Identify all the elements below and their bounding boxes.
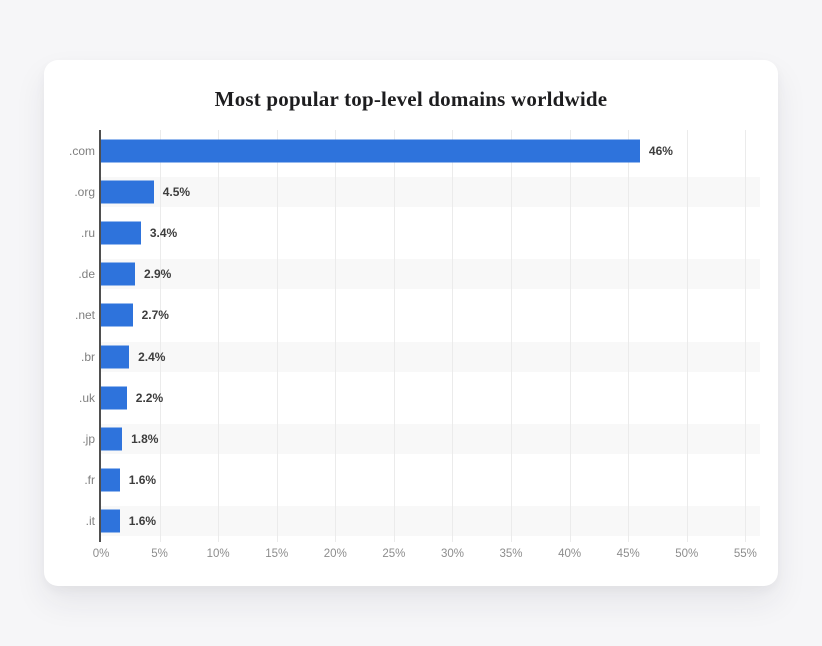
row-stripe: [101, 176, 760, 207]
bar: [101, 139, 640, 163]
row-stripe: [101, 423, 760, 454]
value-label: 3.4%: [149, 225, 178, 240]
gridline: [511, 130, 513, 542]
category-label: .it: [85, 514, 95, 529]
gridline: [335, 130, 337, 542]
gridline: [745, 130, 747, 542]
row-stripe: [101, 341, 760, 372]
value-label: 1.6%: [128, 514, 157, 529]
y-axis-line: [99, 130, 101, 542]
gridline: [569, 130, 571, 542]
gridline: [393, 130, 395, 542]
category-label: .org: [74, 184, 95, 199]
chart-row: .ru 3.4%: [81, 212, 760, 253]
category-label: .fr: [84, 473, 95, 488]
gridline: [452, 130, 454, 542]
category-label: .ru: [80, 225, 95, 240]
x-tick-label: 5%: [151, 548, 168, 560]
chart-row: .org 4.5%: [74, 171, 760, 212]
bar: [101, 427, 123, 451]
value-label: 2.9%: [143, 267, 172, 282]
value-label: 2.4%: [138, 349, 166, 364]
row-stripe: [101, 259, 760, 290]
value-label: 46%: [648, 143, 673, 158]
category-label: .com: [68, 143, 95, 158]
chart-title: Most popular top-level domains worldwide: [214, 87, 608, 111]
x-tick-label: 15%: [265, 548, 289, 560]
value-label: 2.2%: [135, 390, 164, 405]
category-label: .br: [80, 349, 95, 364]
gridline: [276, 130, 278, 542]
category-label: .uk: [78, 390, 95, 405]
bar: [101, 386, 127, 410]
x-tick-label: 0%: [92, 548, 110, 560]
bar: [101, 345, 130, 369]
value-label: 1.8%: [131, 431, 159, 446]
bar: [101, 509, 120, 533]
chart-row: .com 46%: [69, 130, 760, 171]
bar: [101, 221, 141, 245]
x-tick-label: 25%: [382, 548, 406, 560]
x-tick-label: 10%: [206, 548, 230, 560]
x-axis: 0% 5% 10% 15% 20% 25% 30% 35% 40% 45% 50% 55%: [93, 542, 760, 566]
chart-row: .br 2.4%: [81, 336, 760, 377]
x-tick-label: 30%: [440, 548, 464, 560]
chart-row: .net 2.7%: [75, 295, 760, 336]
row-stripe: [101, 506, 760, 537]
value-label: 4.5%: [162, 184, 191, 199]
chart-row: .de 2.9%: [78, 254, 760, 295]
chart-card: Most popular top-level domains worldwide…: [44, 60, 778, 586]
gridline: [159, 130, 161, 542]
chart-row: .uk 2.2%: [79, 377, 760, 418]
x-tick-label: 35%: [499, 548, 523, 560]
bar: [101, 468, 120, 492]
gridline: [218, 130, 220, 542]
category-label: .net: [74, 308, 95, 323]
x-tick-label: 20%: [323, 548, 347, 560]
value-label: 1.6%: [128, 473, 157, 488]
chart-row: .jp 1.8%: [82, 418, 760, 459]
x-tick-label: 55%: [733, 548, 757, 560]
category-label: .jp: [82, 431, 95, 446]
x-tick-label: 45%: [616, 548, 640, 560]
value-label: 2.7%: [141, 308, 169, 323]
category-label: .de: [78, 267, 95, 282]
bar-chart-plot: .com 46% .org 4.5% .ru 3.4% .de 2.9% .net 2.7% .br…: [69, 130, 760, 542]
gridline: [686, 130, 688, 542]
bar: [101, 180, 154, 204]
bar: [101, 262, 135, 286]
x-tick-label: 40%: [558, 548, 582, 560]
chart-row: .it 1.6%: [86, 501, 760, 542]
gridline: [628, 130, 630, 542]
bar: [101, 303, 133, 327]
chart-row: .fr 1.6%: [84, 460, 760, 501]
x-tick-label: 50%: [675, 548, 699, 560]
